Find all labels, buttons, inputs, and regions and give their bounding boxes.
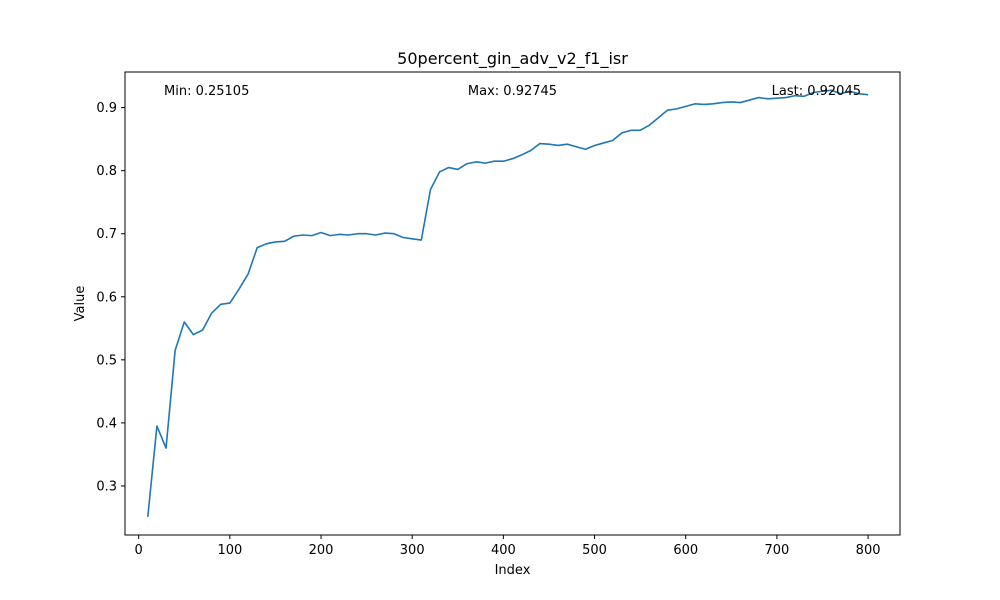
x-axis-label: Index [495,563,531,578]
x-tick-label: 200 [309,543,334,558]
x-tick-label: 100 [217,543,242,558]
y-tick-label: 0.6 [96,290,117,305]
min-annotation: Min: 0.25105 [164,84,249,99]
x-tick-label: 400 [491,543,516,558]
x-tick-label: 0 [135,543,143,558]
y-tick-label: 0.4 [96,416,117,431]
y-axis-label: Value [73,286,88,322]
x-tick-label: 300 [400,543,425,558]
series-line [146,89,869,517]
y-tick-label: 0.9 [96,101,117,116]
plot-frame [124,71,901,536]
y-tick-label: 0.3 [96,479,117,494]
plot-background [125,72,900,535]
y-tick-label: 0.7 [96,227,117,242]
y-axis: 0.3 0.4 0.5 0.6 0.7 0.8 0.9 [96,101,125,494]
x-axis: 0 100 200 300 400 500 600 700 800 [135,535,881,558]
y-tick-label: 0.8 [96,164,117,179]
last-annotation: Last: 0.92045 [772,84,861,99]
y-tick-label: 0.5 [96,353,117,368]
x-tick-label: 500 [582,543,607,558]
x-tick-label: 700 [764,543,789,558]
x-tick-label: 600 [673,543,698,558]
chart-title: 50percent_gin_adv_v2_f1_isr [397,49,628,69]
x-tick-label: 800 [856,543,881,558]
series-layer [146,89,869,517]
max-annotation: Max: 0.92745 [468,84,557,99]
